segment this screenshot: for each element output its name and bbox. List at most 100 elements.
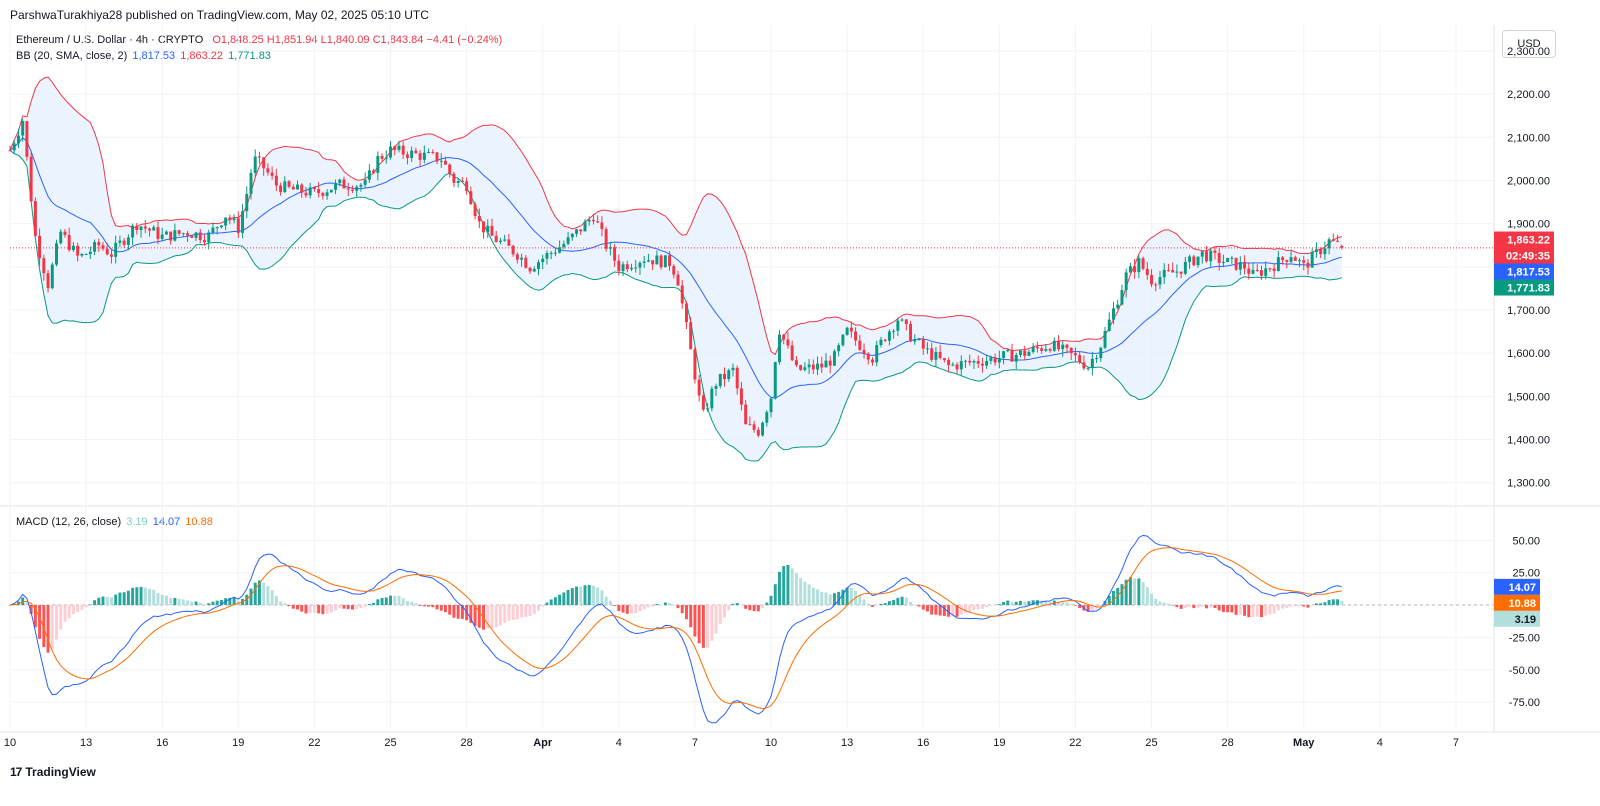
macd-histogram-bar — [909, 601, 913, 606]
candle-body — [1314, 249, 1318, 252]
macd-histogram-bar — [304, 605, 308, 614]
macd-histogram-bar — [126, 590, 130, 606]
price-badge-label: 1,817.53 — [1507, 267, 1550, 279]
macd-histogram-bar — [1014, 601, 1018, 606]
macd-histogram-bar — [587, 584, 591, 606]
macd-histogram-bar — [109, 597, 113, 606]
candle — [1162, 263, 1166, 285]
bb-basis-line — [9, 136, 1342, 399]
candle-body — [427, 151, 431, 153]
candle — [139, 225, 143, 238]
macd-histogram-bar — [1137, 578, 1141, 606]
candle — [338, 178, 342, 187]
candle-body — [613, 247, 617, 261]
candle-body — [194, 232, 198, 238]
macd-badge: 14.07 — [1494, 578, 1540, 595]
candle-body — [735, 367, 739, 389]
price-badge-label: 1,863.22 — [1507, 235, 1550, 247]
candle-body — [634, 267, 638, 269]
candle-body — [824, 360, 828, 368]
candle — [520, 253, 524, 267]
macd-histogram-bar — [274, 595, 278, 606]
macd-histogram-bar — [655, 604, 659, 606]
macd-histogram-bar — [456, 605, 460, 619]
candle — [1065, 343, 1069, 354]
candle-body — [1069, 347, 1073, 354]
main-legend: Ethereum / U.S. Dollar · 4h · CRYPTO O1,… — [16, 34, 502, 46]
candle — [1116, 299, 1120, 310]
candle-body — [752, 424, 756, 430]
macd-histogram-bar — [143, 587, 147, 606]
macd-histogram-bar — [608, 600, 612, 606]
macd-tick-label: -75.00 — [1509, 697, 1540, 709]
macd-histogram-bar — [1018, 600, 1022, 606]
macd-histogram-bar — [262, 582, 266, 606]
macd-histogram-bar — [1238, 605, 1242, 615]
candle-body — [101, 245, 105, 249]
macd-histogram-bar — [1268, 605, 1272, 615]
candle-body — [12, 143, 16, 151]
candle — [443, 156, 447, 165]
candle — [350, 185, 354, 194]
macd-histogram-bar — [122, 592, 126, 606]
candle — [427, 148, 431, 154]
macd-histogram-bar — [714, 605, 718, 634]
candle-body — [925, 348, 929, 350]
macd-histogram-bar — [431, 605, 435, 608]
macd-histogram-bar — [1099, 605, 1103, 607]
macd-histogram-bar — [545, 602, 549, 606]
macd-histogram-bar — [1323, 602, 1327, 606]
candle-body — [714, 386, 718, 389]
tradingview-logo[interactable]: 17 TradingView — [10, 765, 96, 779]
candle-body — [1128, 266, 1132, 273]
macd-histogram-bar — [634, 605, 638, 614]
candle-body — [245, 193, 249, 212]
candle-body — [1027, 351, 1031, 356]
macd-histogram-bar — [452, 605, 456, 618]
macd-histogram-bar — [621, 605, 625, 613]
price-badge: 1,771.83 — [1494, 279, 1554, 296]
candle — [1014, 352, 1018, 370]
candle-body — [1014, 355, 1018, 362]
candle-body — [630, 267, 633, 270]
candle — [714, 383, 718, 396]
candle-body — [596, 221, 600, 223]
candle — [980, 357, 984, 373]
candle — [181, 232, 185, 237]
candle — [422, 145, 426, 164]
time-tick-label: 22 — [308, 737, 320, 749]
macd-histogram-bar — [841, 589, 845, 606]
macd-histogram-bar — [520, 605, 524, 618]
candle-body — [964, 360, 967, 362]
macd-histogram-bar — [1048, 601, 1052, 606]
candle-body — [118, 240, 122, 243]
macd-histogram-bar — [591, 585, 595, 606]
candle-body — [486, 225, 490, 233]
candle — [1209, 247, 1213, 267]
candle — [359, 183, 363, 192]
time-tick-label: 4 — [1377, 737, 1383, 749]
candle-body — [1175, 271, 1179, 273]
macd-histogram-bar — [135, 587, 139, 606]
candle — [232, 214, 236, 224]
candle — [215, 226, 219, 235]
candle-body — [676, 274, 680, 286]
macd-histogram-bar — [1255, 605, 1259, 617]
candle — [224, 217, 228, 231]
candle — [460, 177, 464, 182]
candle — [228, 214, 232, 225]
candle-body — [67, 234, 71, 251]
candle — [33, 197, 37, 238]
candle-body — [862, 349, 866, 354]
candle-body — [1221, 262, 1225, 264]
macd-histogram-bar — [1112, 590, 1115, 606]
candle — [1040, 346, 1044, 354]
macd-histogram-bar — [799, 578, 803, 606]
candle — [393, 145, 397, 156]
candle-body — [181, 233, 185, 235]
macd-histogram-bar — [1120, 584, 1124, 606]
macd-histogram-bar — [1044, 601, 1048, 606]
currency-button[interactable]: USD — [1502, 30, 1556, 58]
candle — [431, 149, 435, 155]
